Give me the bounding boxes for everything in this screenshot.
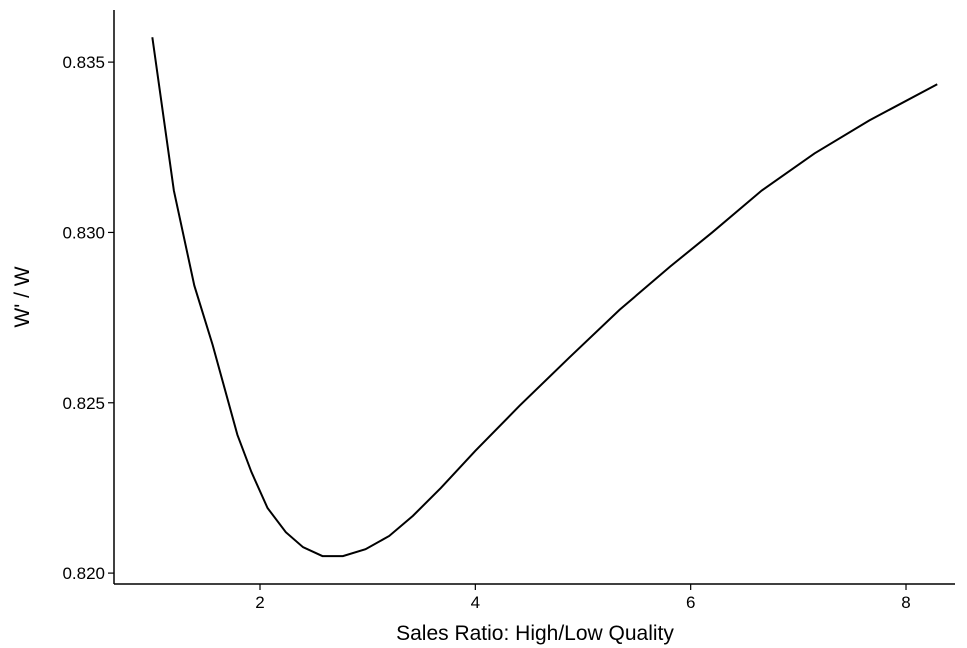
x-tick-label: 4 [471, 593, 480, 612]
y-tick-label: 0.825 [62, 394, 105, 413]
x-tick-label: 2 [255, 593, 264, 612]
x-axis-title: Sales Ratio: High/Low Quality [396, 622, 674, 645]
y-tick-label: 0.830 [62, 223, 105, 242]
y-axis-title: W' / W [11, 266, 34, 327]
y-tick-label: 0.820 [62, 564, 105, 583]
line [151, 37, 938, 558]
x-tick-label: 8 [901, 593, 910, 612]
x-tick-label: 6 [686, 593, 695, 612]
y-tick-label: 0.835 [62, 53, 105, 72]
